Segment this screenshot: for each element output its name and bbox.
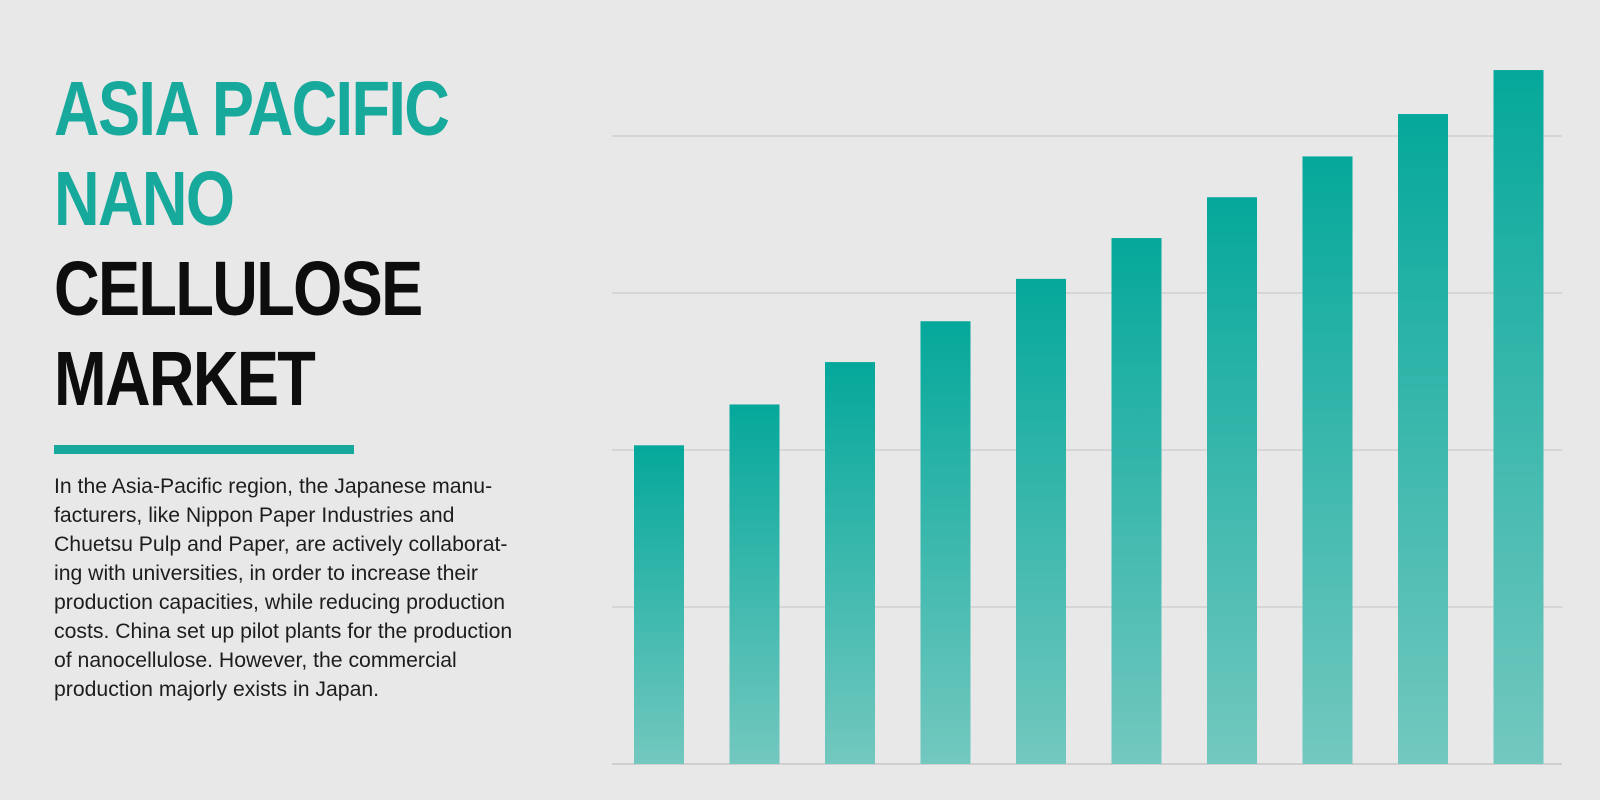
description-line-3: Chuetsu Pulp and Paper, are actively col… xyxy=(54,533,508,556)
bar xyxy=(1016,278,1066,764)
bar xyxy=(634,445,684,764)
title-line-3: CELLULOSE xyxy=(54,246,423,332)
title-line-1: ASIA PACIFIC xyxy=(54,66,450,152)
accent-divider xyxy=(54,445,354,454)
bar xyxy=(1302,156,1353,764)
description-line-2: facturers, like Nippon Paper Industries … xyxy=(54,504,455,527)
bar xyxy=(1493,70,1544,764)
bars xyxy=(634,70,1544,765)
description-line-4: ing with universities, in order to incre… xyxy=(54,562,478,585)
bar xyxy=(1207,197,1257,765)
bar xyxy=(1398,114,1448,764)
description-line-1: In the Asia-Pacific region, the Japanese… xyxy=(54,475,493,498)
description-paragraph: In the Asia-Pacific region, the Japanese… xyxy=(54,472,584,704)
bar xyxy=(825,362,875,764)
left-panel: ASIA PACIFIC NANO CELLULOSE MARKET xyxy=(54,64,594,424)
bar xyxy=(729,404,780,764)
bar xyxy=(1111,238,1162,765)
description-line-7: of nanocellulose. However, the commercia… xyxy=(54,649,457,672)
title-line-4: MARKET xyxy=(54,336,316,422)
description-line-8: production majorly exists in Japan. xyxy=(54,678,380,701)
bar xyxy=(920,321,971,764)
description-line-6: costs. China set up pilot plants for the… xyxy=(54,620,513,643)
page-title: ASIA PACIFIC NANO CELLULOSE MARKET xyxy=(54,64,562,424)
description-line-5: production capacities, while reducing pr… xyxy=(54,591,506,614)
title-line-2: NANO xyxy=(54,156,235,242)
